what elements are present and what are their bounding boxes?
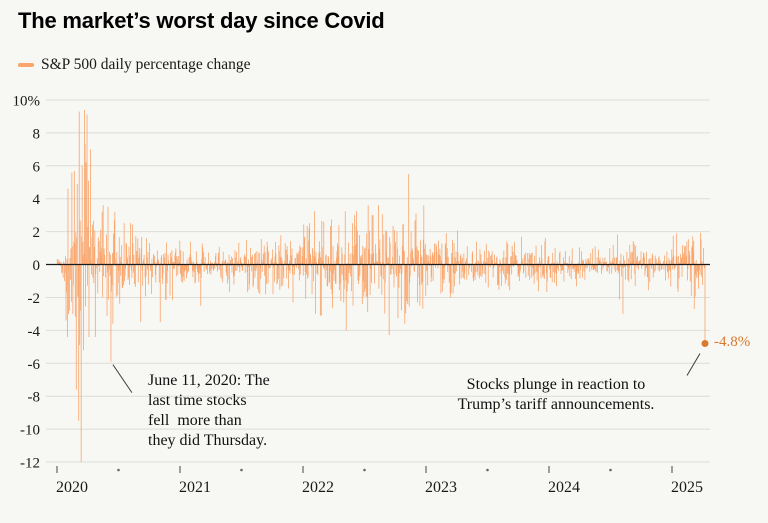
svg-text:2: 2 (33, 225, 41, 241)
last-value-label: -4.8% (713, 333, 751, 350)
svg-text:2022: 2022 (302, 479, 334, 496)
svg-text:6: 6 (33, 159, 41, 175)
legend-label: S&P 500 daily percentage change (41, 56, 251, 73)
svg-text:-10: -10 (20, 423, 40, 439)
svg-text:-8: -8 (28, 390, 41, 406)
annotation-line: fell more than (148, 412, 242, 429)
svg-text:8: 8 (33, 126, 41, 142)
june-annotation-pointer-line (112, 364, 133, 393)
annotation-line: Trump’s tariff announcements. (457, 396, 655, 413)
svg-text:0: 0 (33, 258, 41, 274)
svg-text:2021: 2021 (179, 479, 211, 496)
daily-change-bars (56, 109, 706, 462)
y-axis-labels: 10% 8 6 4 2 0 -2 -4 -6 -8 -10 -12 (13, 94, 41, 472)
svg-text:10%: 10% (13, 94, 41, 110)
svg-text:-4: -4 (28, 324, 41, 340)
svg-text:2023: 2023 (425, 479, 457, 496)
chart-title: The market’s worst day since Covid (18, 8, 385, 33)
svg-text:2020: 2020 (56, 479, 88, 496)
annotation-line: Stocks plunge in reaction to (466, 376, 646, 393)
svg-text:2024: 2024 (548, 479, 580, 496)
svg-text:-12: -12 (20, 456, 40, 472)
svg-text:2025: 2025 (671, 479, 703, 496)
last-point-marker (701, 340, 709, 347)
svg-text:-2: -2 (28, 291, 41, 307)
legend: S&P 500 daily percentage change (18, 56, 250, 74)
svg-text:4: 4 (33, 192, 41, 208)
annotation-june-2020: June 11, 2020: The last time stocks fell… (148, 371, 270, 451)
annotation-line: last time stocks (148, 392, 247, 409)
legend-swatch-line (18, 63, 34, 67)
x-axis: 2020 2021 2022 2023 2024 2025 (56, 466, 703, 496)
annotation-tariff-plunge: Stocks plunge in reaction to Trump’s tar… (422, 375, 690, 415)
annotation-line: they did Thursday. (148, 432, 268, 449)
annotation-line: June 11, 2020: The (148, 372, 270, 389)
gridlines (46, 99, 710, 463)
tariff-annotation-pointer-line (686, 353, 701, 376)
svg-text:-6: -6 (28, 357, 41, 373)
